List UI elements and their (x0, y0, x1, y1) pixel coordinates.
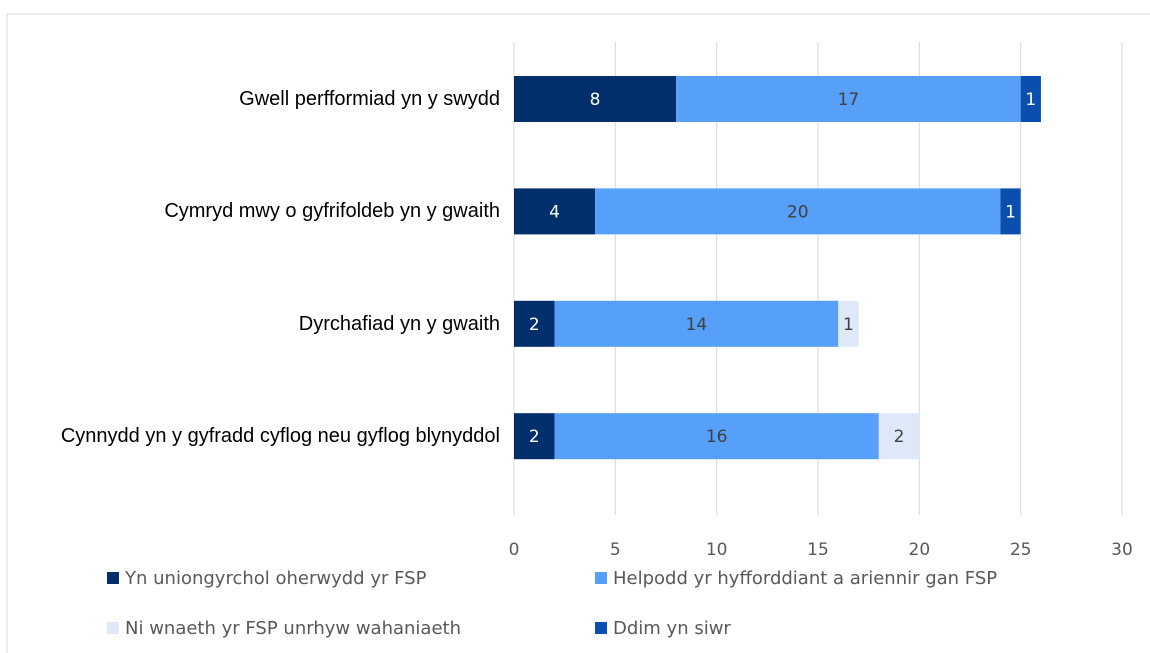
data-label: 1 (843, 315, 854, 335)
bar-segment (676, 76, 1021, 122)
bar-segment (595, 188, 1001, 235)
category-label: Cynnydd yn y gyfradd cyflog neu gyflog b… (60, 425, 500, 448)
legend-label: Helpodd yr hyfforddiant a ariennir gan F… (613, 568, 997, 589)
data-label: 17 (838, 90, 860, 110)
bar-segment (554, 413, 879, 460)
category-label: Gwell perfformiad yn y swydd (239, 88, 500, 110)
x-tick-label: 25 (1010, 540, 1032, 560)
data-label: 1 (1025, 90, 1036, 110)
data-label: 2 (529, 427, 540, 447)
bar-segment (514, 413, 555, 460)
legend-swatch (107, 572, 119, 584)
bar-segment (838, 300, 859, 347)
category-label: Cymryd mwy o gyfrifoldeb yn y gwaith (164, 200, 500, 223)
data-label: 4 (549, 202, 560, 222)
x-tick-label: 20 (909, 540, 931, 560)
legend-label: Ddim yn siwr (613, 618, 731, 639)
x-tick-label: 30 (1111, 540, 1133, 560)
x-tick-label: 10 (706, 540, 728, 560)
x-tick-label: 0 (509, 540, 520, 560)
bar-segment (878, 413, 920, 460)
data-label: 16 (706, 427, 728, 447)
data-label: 2 (529, 315, 540, 335)
x-tick-label: 15 (807, 540, 829, 560)
bar-segment (1000, 188, 1021, 235)
legend-label: Yn uniongyrchol oherwydd yr FSP (124, 568, 427, 589)
data-label: 14 (686, 315, 708, 335)
bar-segment (514, 300, 555, 347)
legend-swatch (107, 622, 119, 634)
category-label: Dyrchafiad yn y gwaith (298, 312, 500, 335)
data-label: 2 (894, 427, 905, 447)
bar-segment (1020, 76, 1041, 122)
bar-segment (514, 76, 677, 122)
bar-segment (514, 188, 596, 235)
bar-segment (554, 300, 839, 347)
data-label: 1 (1005, 202, 1016, 222)
data-label: 20 (787, 202, 809, 222)
legend-swatch (595, 572, 607, 584)
legend-swatch (595, 622, 607, 634)
data-label: 8 (590, 90, 601, 110)
x-tick-label: 5 (610, 540, 621, 560)
legend-label: Ni wnaeth yr FSP unrhyw wahaniaeth (125, 618, 461, 639)
